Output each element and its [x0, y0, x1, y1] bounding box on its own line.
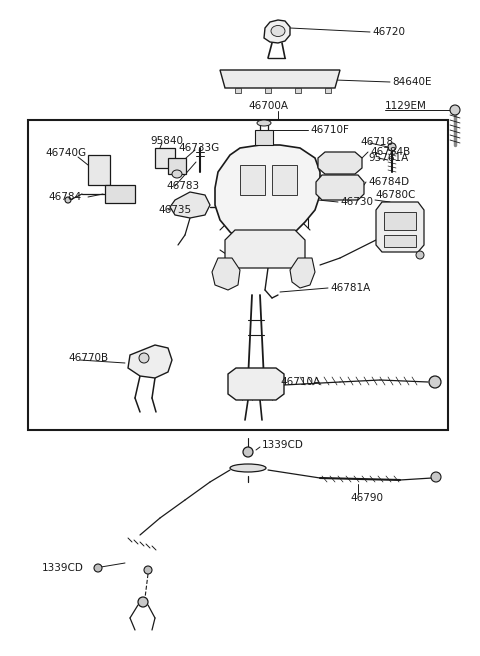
Polygon shape: [225, 230, 305, 268]
Circle shape: [388, 143, 396, 151]
Bar: [105, 185, 135, 203]
Circle shape: [139, 353, 149, 363]
Circle shape: [429, 376, 441, 388]
Text: 1129EM: 1129EM: [385, 101, 427, 111]
Polygon shape: [215, 145, 320, 248]
Circle shape: [431, 472, 441, 482]
Bar: [272, 165, 297, 195]
Bar: [235, 88, 241, 93]
Polygon shape: [318, 152, 362, 174]
Polygon shape: [316, 175, 364, 200]
Text: 46784: 46784: [48, 192, 81, 202]
Text: 46740G: 46740G: [45, 148, 86, 158]
Text: 46780C: 46780C: [375, 190, 415, 200]
Text: 46784B: 46784B: [370, 147, 410, 157]
Polygon shape: [290, 258, 315, 288]
Text: 46710A: 46710A: [280, 377, 320, 387]
Text: 46720: 46720: [372, 27, 405, 37]
Ellipse shape: [271, 26, 285, 37]
Bar: [168, 158, 186, 174]
Bar: [384, 212, 416, 230]
Polygon shape: [212, 258, 240, 290]
Bar: [265, 88, 271, 93]
Circle shape: [94, 564, 102, 572]
Bar: [384, 235, 416, 247]
Text: 95840: 95840: [150, 136, 183, 146]
Bar: [28, 120, 448, 430]
Text: 46781A: 46781A: [330, 283, 370, 293]
Circle shape: [65, 197, 71, 203]
Text: 95761A: 95761A: [368, 153, 408, 163]
Circle shape: [138, 597, 148, 607]
Text: 46735: 46735: [158, 205, 191, 215]
Text: 46730: 46730: [340, 197, 373, 207]
Text: 1339CD: 1339CD: [42, 563, 84, 573]
Text: 46710F: 46710F: [310, 125, 349, 135]
Bar: [240, 165, 265, 195]
Bar: [295, 88, 301, 93]
Bar: [155, 148, 175, 168]
Text: 1339CD: 1339CD: [262, 440, 304, 450]
Polygon shape: [228, 368, 284, 400]
Text: 84640E: 84640E: [392, 77, 432, 87]
Circle shape: [243, 447, 253, 457]
Bar: [325, 88, 331, 93]
Polygon shape: [220, 70, 340, 88]
Text: 46784D: 46784D: [368, 177, 409, 187]
Text: 46783: 46783: [166, 181, 199, 191]
Text: 46733G: 46733G: [178, 143, 219, 153]
Circle shape: [144, 566, 152, 574]
Ellipse shape: [172, 170, 182, 178]
Ellipse shape: [230, 464, 266, 472]
Circle shape: [450, 105, 460, 115]
Text: 46770B: 46770B: [68, 353, 108, 363]
Circle shape: [416, 251, 424, 259]
Polygon shape: [170, 192, 210, 218]
Bar: [255, 130, 273, 145]
Polygon shape: [264, 20, 290, 43]
Ellipse shape: [257, 120, 271, 126]
Text: 46700A: 46700A: [248, 101, 288, 111]
Text: 46718: 46718: [360, 137, 393, 147]
Polygon shape: [376, 202, 424, 252]
Polygon shape: [128, 345, 172, 378]
Text: 46790: 46790: [350, 493, 383, 503]
Bar: [88, 155, 110, 185]
